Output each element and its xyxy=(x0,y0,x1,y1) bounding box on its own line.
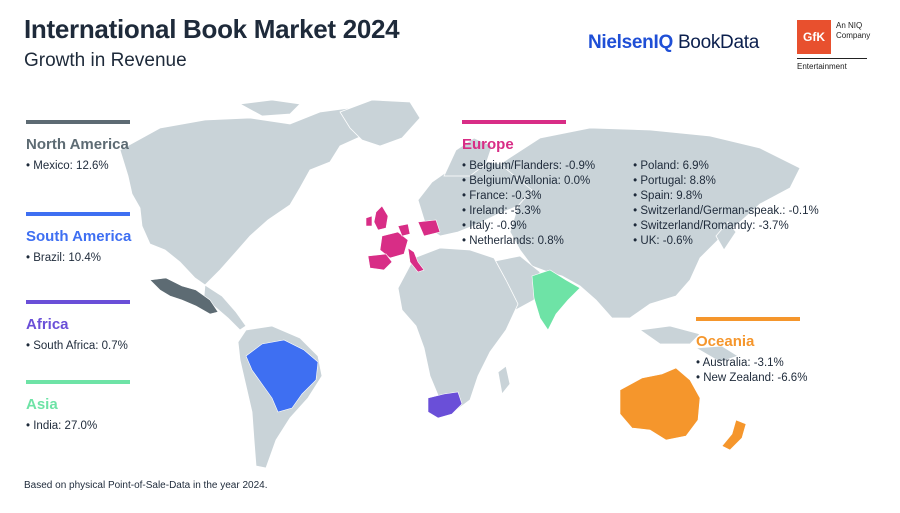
africa-landmass xyxy=(397,247,519,413)
ireland-shape xyxy=(365,215,373,227)
new-zealand-shape xyxy=(721,419,747,451)
list-item: Netherlands: 0.8% xyxy=(462,234,595,249)
france-shape xyxy=(379,231,409,259)
list-item: Mexico: 12.6% xyxy=(26,159,130,174)
africa-bar xyxy=(26,300,130,304)
iberia-shape xyxy=(367,253,393,271)
madagascar-landmass xyxy=(497,365,511,395)
gfk-tagline: An NIQ Company xyxy=(836,21,886,41)
region-north-america: North America Mexico: 12.6% xyxy=(26,120,130,174)
europe-column-1: Belgium/Flanders: -0.9% Belgium/Wallonia… xyxy=(462,159,595,249)
europe-column-2: Poland: 6.9% Portugal: 8.8% Spain: 9.8% … xyxy=(633,159,819,249)
arctic-islands xyxy=(238,99,301,117)
north-america-bar xyxy=(26,120,130,124)
list-item: Italy: -0.9% xyxy=(462,219,595,234)
italy-shape xyxy=(407,247,425,273)
europe-title: Europe xyxy=(462,136,514,153)
gfk-tagline-line1: An NIQ xyxy=(836,21,863,30)
india-shape xyxy=(531,269,581,331)
south-america-bar xyxy=(26,212,130,216)
southeast-asia-islands xyxy=(638,325,701,345)
europe-highlight xyxy=(365,205,441,273)
asia-bar xyxy=(26,380,130,384)
list-item: Portugal: 8.8% xyxy=(633,174,819,189)
list-item: New Zealand: -6.6% xyxy=(696,371,807,386)
list-item: Australia: -3.1% xyxy=(696,356,807,371)
region-europe: Europe Belgium/Flanders: -0.9% Belgium/W… xyxy=(462,120,819,249)
south-america-title: South America xyxy=(26,228,132,245)
page-subtitle: Growth in Revenue xyxy=(24,50,187,71)
list-item: India: 27.0% xyxy=(26,419,130,434)
bookdata-text: BookData xyxy=(677,32,759,53)
north-america-landmass xyxy=(119,107,379,286)
list-item: South Africa: 0.7% xyxy=(26,339,130,354)
list-item: France: -0.3% xyxy=(462,189,595,204)
europe-columns: Belgium/Flanders: -0.9% Belgium/Wallonia… xyxy=(462,159,819,249)
australia-shape xyxy=(619,367,701,441)
north-america-title: North America xyxy=(26,136,129,153)
list-item: Switzerland/Romandy: -3.7% xyxy=(633,219,819,234)
region-africa: Africa South Africa: 0.7% xyxy=(26,300,130,354)
brazil-shape xyxy=(245,339,319,413)
nielseniq-bookdata-logo: NielsenIQ BookData xyxy=(588,32,759,54)
list-item: Belgium/Flanders: -0.9% xyxy=(462,159,595,174)
uk-shape xyxy=(373,205,389,231)
region-oceania: Oceania Australia: -3.1% New Zealand: -6… xyxy=(696,317,807,386)
list-item: Ireland: -5.3% xyxy=(462,204,595,219)
gfk-logo: GfK xyxy=(797,20,831,54)
list-item: Belgium/Wallonia: 0.0% xyxy=(462,174,595,189)
niq-brand-text: NielsenIQ xyxy=(588,32,673,53)
list-item: UK: -0.6% xyxy=(633,234,819,249)
gfk-divider xyxy=(797,58,867,59)
region-south-america: South America Brazil: 10.4% xyxy=(26,212,131,266)
list-item: Switzerland/German-speak.: -0.1% xyxy=(633,204,818,219)
mexico-shape xyxy=(149,277,219,315)
south-africa-shape xyxy=(427,391,463,419)
greenland-landmass xyxy=(339,99,421,147)
poland-shape xyxy=(417,219,441,237)
oceania-title: Oceania xyxy=(696,333,755,350)
africa-title: Africa xyxy=(26,316,69,333)
region-asia: Asia India: 27.0% xyxy=(26,380,130,434)
footnote: Based on physical Point-of-Sale-Data in … xyxy=(24,480,268,491)
list-item: Poland: 6.9% xyxy=(633,159,819,174)
gfk-tagline-line2: Company xyxy=(836,31,871,40)
benelux-swiss-shape xyxy=(397,223,411,237)
gfk-division: Entertainment xyxy=(797,62,847,71)
list-item: Spain: 9.8% xyxy=(633,189,819,204)
oceania-bar xyxy=(696,317,800,321)
asia-title: Asia xyxy=(26,396,58,413)
page-title: International Book Market 2024 xyxy=(24,14,400,44)
list-item: Brazil: 10.4% xyxy=(26,251,131,266)
europe-bar xyxy=(462,120,566,124)
